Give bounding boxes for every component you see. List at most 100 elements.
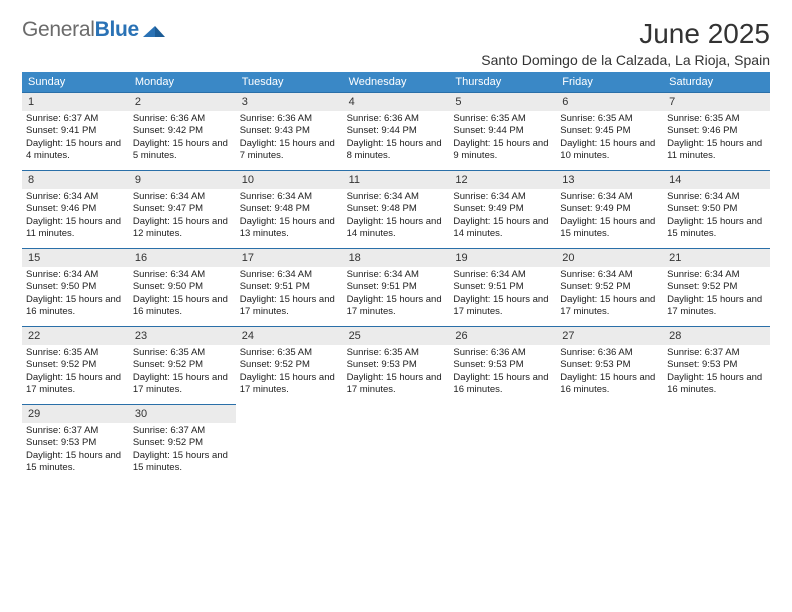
daylight-line: Daylight: 15 hours and 15 minutes. [667,216,766,240]
sunset-line: Sunset: 9:49 PM [560,203,659,215]
weekday-header: Thursday [449,72,556,92]
sunrise-line: Sunrise: 6:35 AM [560,113,659,125]
date-number: 27 [562,330,574,342]
daylight-line: Daylight: 15 hours and 13 minutes. [240,216,339,240]
calendar-cell: 2Sunrise: 6:36 AMSunset: 9:42 PMDaylight… [129,92,236,170]
sunrise-line: Sunrise: 6:34 AM [560,191,659,203]
date-number: 2 [135,96,141,108]
sunset-line: Sunset: 9:52 PM [667,281,766,293]
calendar-cell: 8 Sunrise: 6:34 AMSunset: 9:46 PMDaylight… [22,170,129,248]
date-number-bar: 28 [663,327,770,345]
calendar-cell: 5Sunrise: 6:35 AMSunset: 9:44 PMDaylight… [449,92,556,170]
sunset-line: Sunset: 9:50 PM [667,203,766,215]
weekday-header: Wednesday [343,72,450,92]
date-number: 20 [562,252,574,264]
date-number-bar: 30 [129,405,236,423]
daylight-line: Daylight: 15 hours and 14 minutes. [347,216,446,240]
daylight-line: Daylight: 15 hours and 17 minutes. [560,294,659,318]
date-number-bar: 27 [556,327,663,345]
date-number-bar: 13 [556,171,663,189]
date-number-bar: 3 [236,93,343,111]
sunset-line: Sunset: 9:50 PM [133,281,232,293]
date-number: 15 [28,252,40,264]
sunrise-line: Sunrise: 6:34 AM [133,269,232,281]
calendar-cell: 30Sunrise: 6:37 AMSunset: 9:52 PMDayligh… [129,404,236,482]
sunrise-line: Sunrise: 6:36 AM [347,113,446,125]
daylight-line: Daylight: 15 hours and 11 minutes. [26,216,125,240]
daylight-line: Daylight: 15 hours and 16 minutes. [667,372,766,396]
location-subtitle: Santo Domingo de la Calzada, La Rioja, S… [481,52,770,68]
date-number: 22 [28,330,40,342]
daylight-line: Daylight: 15 hours and 14 minutes. [453,216,552,240]
calendar-cell: 18Sunrise: 6:34 AMSunset: 9:51 PMDayligh… [343,248,450,326]
sunset-line: Sunset: 9:52 PM [133,359,232,371]
calendar-cell: 25Sunrise: 6:35 AMSunset: 9:53 PMDayligh… [343,326,450,404]
date-number-bar: 19 [449,249,556,267]
brand-triangle-icon [143,23,165,37]
sunrise-line: Sunrise: 6:36 AM [560,347,659,359]
calendar-cell: 10Sunrise: 6:34 AMSunset: 9:48 PMDayligh… [236,170,343,248]
daylight-line: Daylight: 15 hours and 16 minutes. [560,372,659,396]
daylight-line: Daylight: 15 hours and 10 minutes. [560,138,659,162]
daylight-line: Daylight: 15 hours and 5 minutes. [133,138,232,162]
calendar-cell-empty [556,404,663,482]
date-number: 12 [455,174,467,186]
sunrise-line: Sunrise: 6:34 AM [667,191,766,203]
daylight-line: Daylight: 15 hours and 9 minutes. [453,138,552,162]
sunset-line: Sunset: 9:50 PM [26,281,125,293]
calendar-cell: 17Sunrise: 6:34 AMSunset: 9:51 PMDayligh… [236,248,343,326]
date-number-bar: 15 [22,249,129,267]
sunset-line: Sunset: 9:46 PM [26,203,125,215]
calendar-cell: 13 Sunrise: 6:34 AMSunset: 9:49 PMDayligh… [556,170,663,248]
date-number-bar: 12 [449,171,556,189]
date-number-bar: 8 [22,171,129,189]
daylight-line: Daylight: 15 hours and 15 minutes. [560,216,659,240]
daylight-line: Daylight: 15 hours and 11 minutes. [667,138,766,162]
date-number-bar: 25 [343,327,450,345]
date-number-bar: 9 [129,171,236,189]
daylight-line: Daylight: 15 hours and 17 minutes. [667,294,766,318]
calendar-grid: SundayMondayTuesdayWednesdayThursdayFrid… [22,72,770,482]
sunset-line: Sunset: 9:53 PM [26,437,125,449]
daylight-line: Daylight: 15 hours and 17 minutes. [133,372,232,396]
daylight-line: Daylight: 15 hours and 15 minutes. [26,450,125,474]
calendar-cell: 20Sunrise: 6:34 AMSunset: 9:52 PMDayligh… [556,248,663,326]
date-number-bar: 7 [663,93,770,111]
date-number: 4 [349,96,355,108]
date-number-bar: 1 [22,93,129,111]
brand-logo: GeneralBlue [22,18,165,42]
calendar-cell: 27Sunrise: 6:36 AMSunset: 9:53 PMDayligh… [556,326,663,404]
calendar-cell: 4Sunrise: 6:36 AMSunset: 9:44 PMDaylight… [343,92,450,170]
sunrise-line: Sunrise: 6:36 AM [453,347,552,359]
date-number-bar: 18 [343,249,450,267]
calendar-cell: 16Sunrise: 6:34 AMSunset: 9:50 PMDayligh… [129,248,236,326]
sunrise-line: Sunrise: 6:35 AM [667,113,766,125]
calendar-cell-empty [663,404,770,482]
date-number: 8 [28,174,34,186]
brand-part2: Blue [95,18,139,41]
calendar-cell: 21Sunrise: 6:34 AMSunset: 9:52 PMDayligh… [663,248,770,326]
calendar-cell: 29Sunrise: 6:37 AMSunset: 9:53 PMDayligh… [22,404,129,482]
page-header: GeneralBlue June 2025 Santo Domingo de l… [22,18,770,68]
weekday-header: Tuesday [236,72,343,92]
date-number-bar: 20 [556,249,663,267]
date-number: 13 [562,174,574,186]
date-number: 21 [669,252,681,264]
calendar-cell: 24Sunrise: 6:35 AMSunset: 9:52 PMDayligh… [236,326,343,404]
sunrise-line: Sunrise: 6:34 AM [26,191,125,203]
date-number: 5 [455,96,461,108]
date-number-bar: 4 [343,93,450,111]
calendar-cell: 12Sunrise: 6:34 AMSunset: 9:49 PMDayligh… [449,170,556,248]
sunset-line: Sunset: 9:44 PM [453,125,552,137]
date-number: 24 [242,330,254,342]
weekday-header: Saturday [663,72,770,92]
sunrise-line: Sunrise: 6:34 AM [133,191,232,203]
daylight-line: Daylight: 15 hours and 17 minutes. [240,294,339,318]
calendar-cell: 9Sunrise: 6:34 AMSunset: 9:47 PMDaylight… [129,170,236,248]
brand-part1: General [22,18,95,41]
sunrise-line: Sunrise: 6:35 AM [26,347,125,359]
date-number: 30 [135,408,147,420]
date-number-bar: 14 [663,171,770,189]
date-number: 9 [135,174,141,186]
calendar-cell: 22Sunrise: 6:35 AMSunset: 9:52 PMDayligh… [22,326,129,404]
